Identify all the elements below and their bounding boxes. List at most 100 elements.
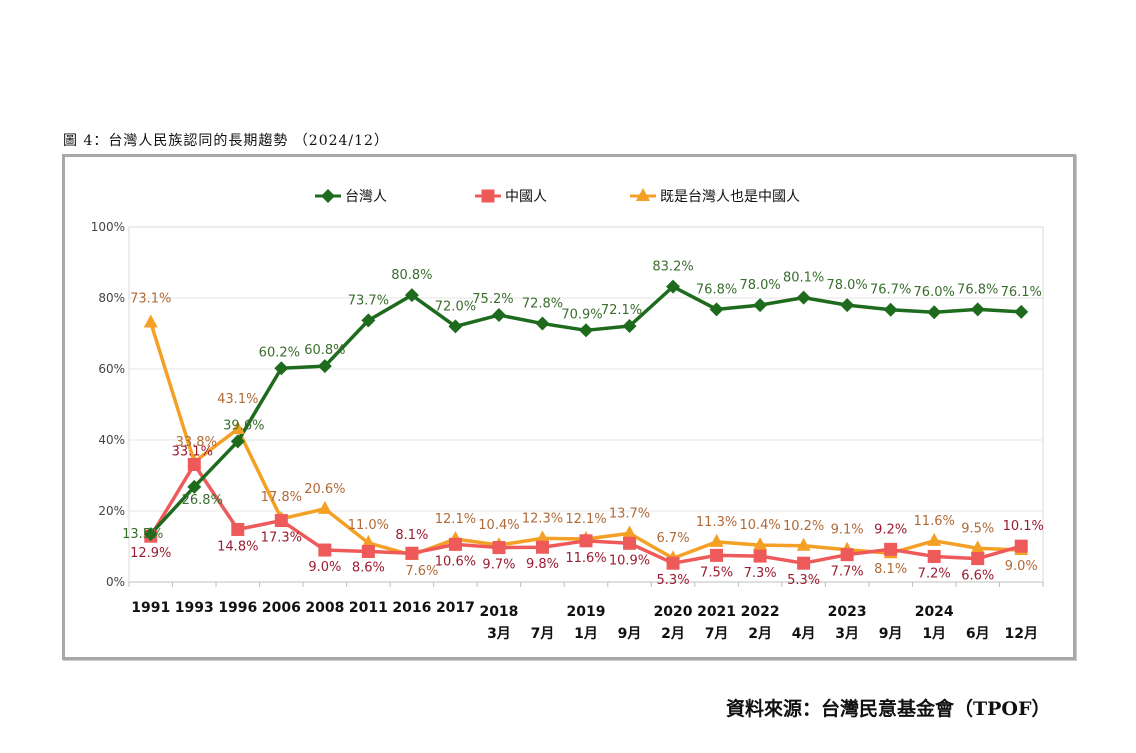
triangle-marker <box>927 532 942 546</box>
line-chart: 0% 20% 40% 60% 80% 100% 台灣人 中國人 既是台灣人也是中國人 13.5… <box>91 188 1044 642</box>
square-marker <box>448 537 462 551</box>
data-label: 33.1% <box>172 444 213 459</box>
axes: 0% 20% 40% 60% 80% 100% <box>91 220 1044 589</box>
data-label: 11.6% <box>914 514 955 529</box>
series-markers <box>143 279 1029 570</box>
data-label: 11.6% <box>565 551 606 566</box>
data-label: 9.0% <box>308 560 341 575</box>
legend-label: 台灣人 <box>345 189 387 205</box>
diamond-marker <box>753 298 768 313</box>
x-tick-label-month: 7月 <box>705 626 729 642</box>
x-tick-label-year: 1991 <box>131 600 170 616</box>
y-tick-label: 100% <box>91 220 125 234</box>
diamond-marker <box>448 319 463 334</box>
square-marker <box>492 541 506 555</box>
diamond-marker <box>491 308 506 323</box>
data-label: 9.2% <box>874 522 907 537</box>
data-label: 13.7% <box>609 506 650 521</box>
square-marker <box>971 552 985 566</box>
x-tick-label-month: 3月 <box>835 626 859 642</box>
square-marker <box>666 556 680 570</box>
triangle-marker <box>230 420 245 434</box>
data-label: 20.6% <box>304 482 345 497</box>
data-label: 75.2% <box>472 292 513 307</box>
data-label: 9.7% <box>482 558 515 573</box>
triangle-marker <box>753 537 768 551</box>
data-label: 8.1% <box>874 562 907 577</box>
data-label: 17.3% <box>261 531 302 546</box>
data-label: 10.6% <box>435 554 476 569</box>
square-marker <box>840 548 854 562</box>
square-marker <box>884 542 898 556</box>
x-tick-label-month: 2月 <box>661 626 685 642</box>
data-label: 78.0% <box>739 278 780 293</box>
y-tick-label: 0% <box>106 575 125 589</box>
data-label: 10.2% <box>783 519 824 534</box>
diamond-marker <box>970 302 985 317</box>
data-label: 10.1% <box>1003 519 1044 534</box>
diamond-marker <box>666 279 681 294</box>
x-tick-label-month: 3月 <box>487 626 511 642</box>
x-tick-label-year: 2020 <box>654 604 693 620</box>
y-tick-label: 40% <box>98 433 125 447</box>
square-marker <box>710 548 724 562</box>
square-marker <box>1014 539 1028 553</box>
square-marker <box>579 534 593 548</box>
data-label: 70.9% <box>561 307 602 322</box>
data-label: 10.4% <box>478 518 519 533</box>
data-label: 72.8% <box>522 297 563 312</box>
data-label: 72.1% <box>601 303 642 318</box>
diamond-marker <box>709 302 724 317</box>
data-label: 83.2% <box>652 260 693 275</box>
diamond-marker <box>317 359 332 374</box>
data-label: 9.1% <box>831 523 864 538</box>
x-tick-label-month: 1月 <box>574 626 598 642</box>
square-marker <box>274 514 288 528</box>
data-label: 9.0% <box>1005 559 1038 574</box>
x-tick-label-month: 9月 <box>879 626 903 642</box>
x-tick-label-year: 1996 <box>218 600 257 616</box>
x-tick-labels: 1991 1993 1996 2006 2008 2011 2016 2017 2018 2019… <box>131 600 1038 642</box>
data-label: 9.5% <box>961 521 994 536</box>
diamond-marker <box>840 298 855 313</box>
data-label: 76.1% <box>1001 285 1042 300</box>
data-label: 26.8% <box>182 493 223 508</box>
data-label: 12.1% <box>435 512 476 527</box>
data-label: 73.1% <box>130 291 171 306</box>
diamond-marker <box>404 288 419 303</box>
x-tick-label-month: 1月 <box>922 626 946 642</box>
data-labels: 13.5% 26.8% 39.6% 60.2% 60.8% 73.7%80.8% 72.0%… <box>122 260 1044 589</box>
diamond-marker <box>143 527 158 542</box>
data-label: 17.8% <box>261 490 302 505</box>
x-tick-label-year: 2016 <box>392 600 431 616</box>
data-label: 6.7% <box>657 531 690 546</box>
x-tick-label-month: 7月 <box>531 626 555 642</box>
data-label: 76.8% <box>957 282 998 297</box>
triangle-marker <box>143 314 158 328</box>
data-label: 6.6% <box>961 569 994 584</box>
data-label: 33.8% <box>176 435 217 450</box>
square-marker <box>481 189 495 203</box>
triangle-marker <box>317 500 332 514</box>
x-tick-label-year: 1993 <box>175 600 214 616</box>
square-marker <box>753 549 767 563</box>
triangle-marker <box>361 534 376 548</box>
data-label: 10.9% <box>609 553 650 568</box>
diamond-marker <box>1014 304 1029 319</box>
square-marker <box>797 556 811 570</box>
data-label: 8.1% <box>395 528 428 543</box>
data-label: 73.7% <box>348 293 389 308</box>
source-note: 資料來源：台灣民意基金會（TPOF） <box>726 698 1051 720</box>
diamond-marker <box>274 361 289 376</box>
diamond-marker <box>622 319 637 334</box>
data-label: 80.1% <box>783 271 824 286</box>
x-tick-label-year: 2011 <box>349 600 388 616</box>
x-tick-label-year: 2021 <box>697 604 736 620</box>
x-tick-label-year: 2017 <box>436 600 475 616</box>
figure-title: 圖 4：台灣人民族認同的長期趨勢 （2024/12） <box>63 133 389 149</box>
data-label: 7.3% <box>744 566 777 581</box>
triangle-marker <box>709 533 724 547</box>
diamond-marker <box>230 434 245 449</box>
square-marker <box>927 549 941 563</box>
data-label: 72.0% <box>435 299 476 314</box>
